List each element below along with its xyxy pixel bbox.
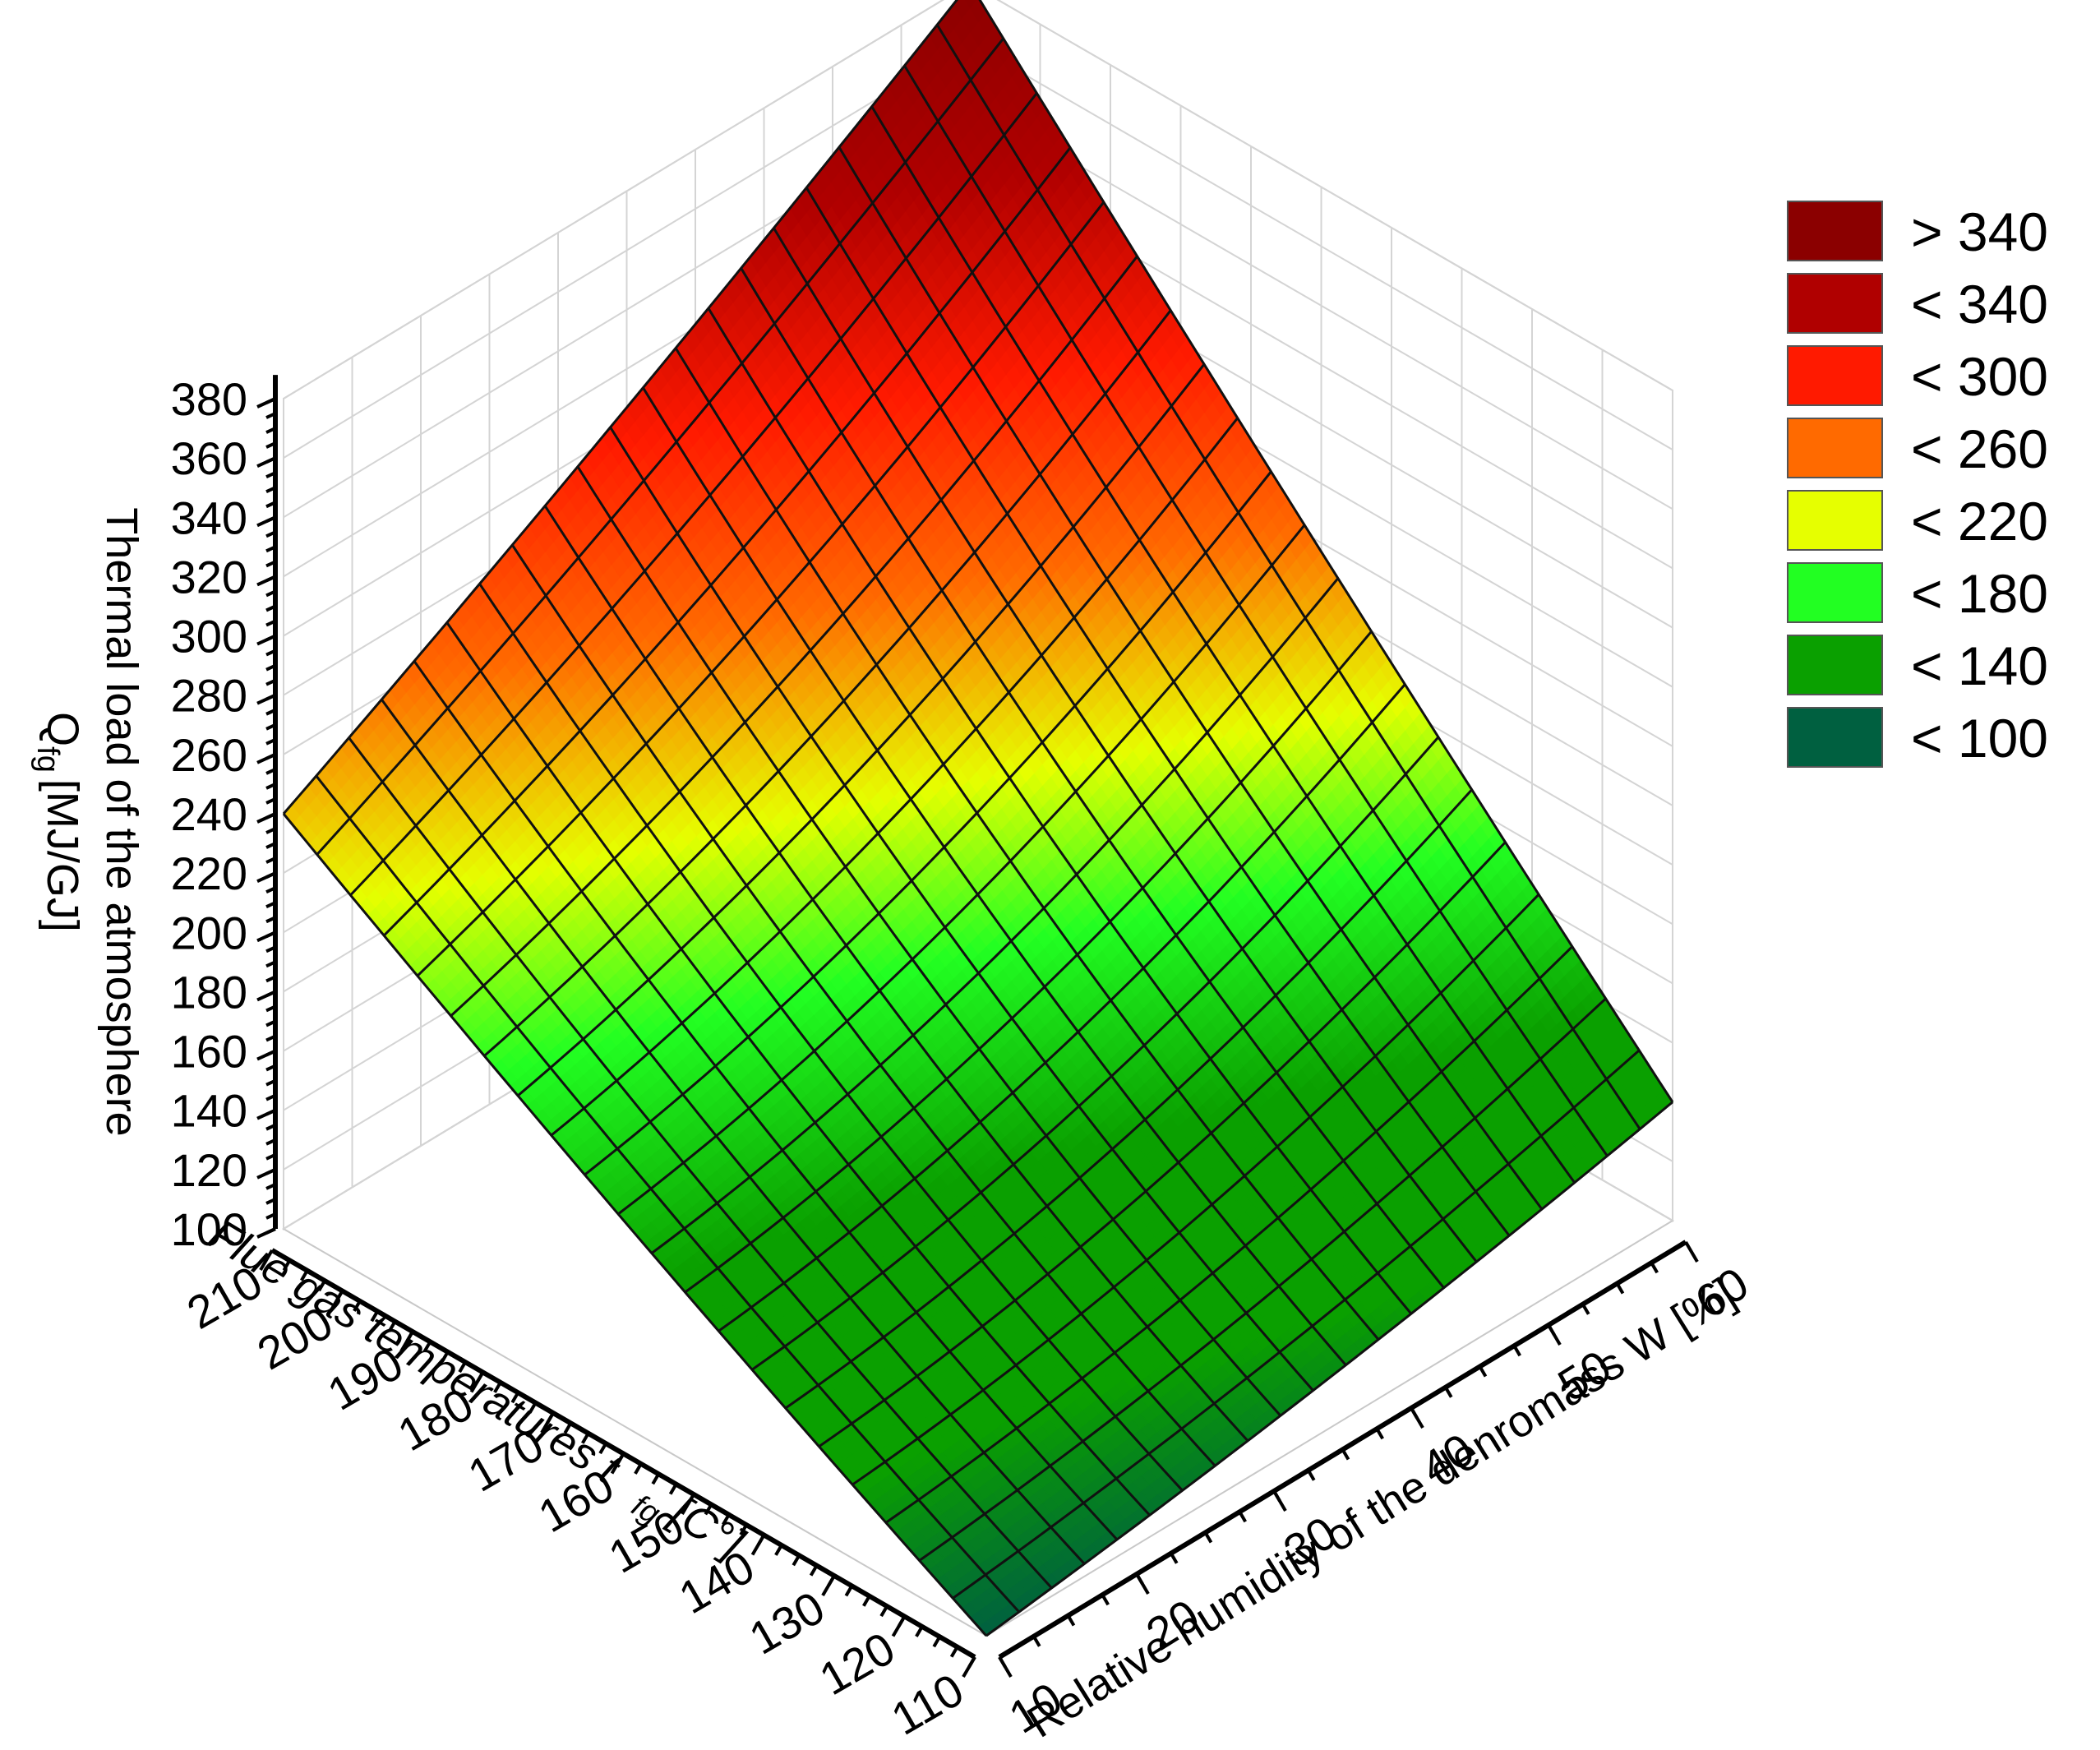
grid-z-level <box>283 0 1673 399</box>
